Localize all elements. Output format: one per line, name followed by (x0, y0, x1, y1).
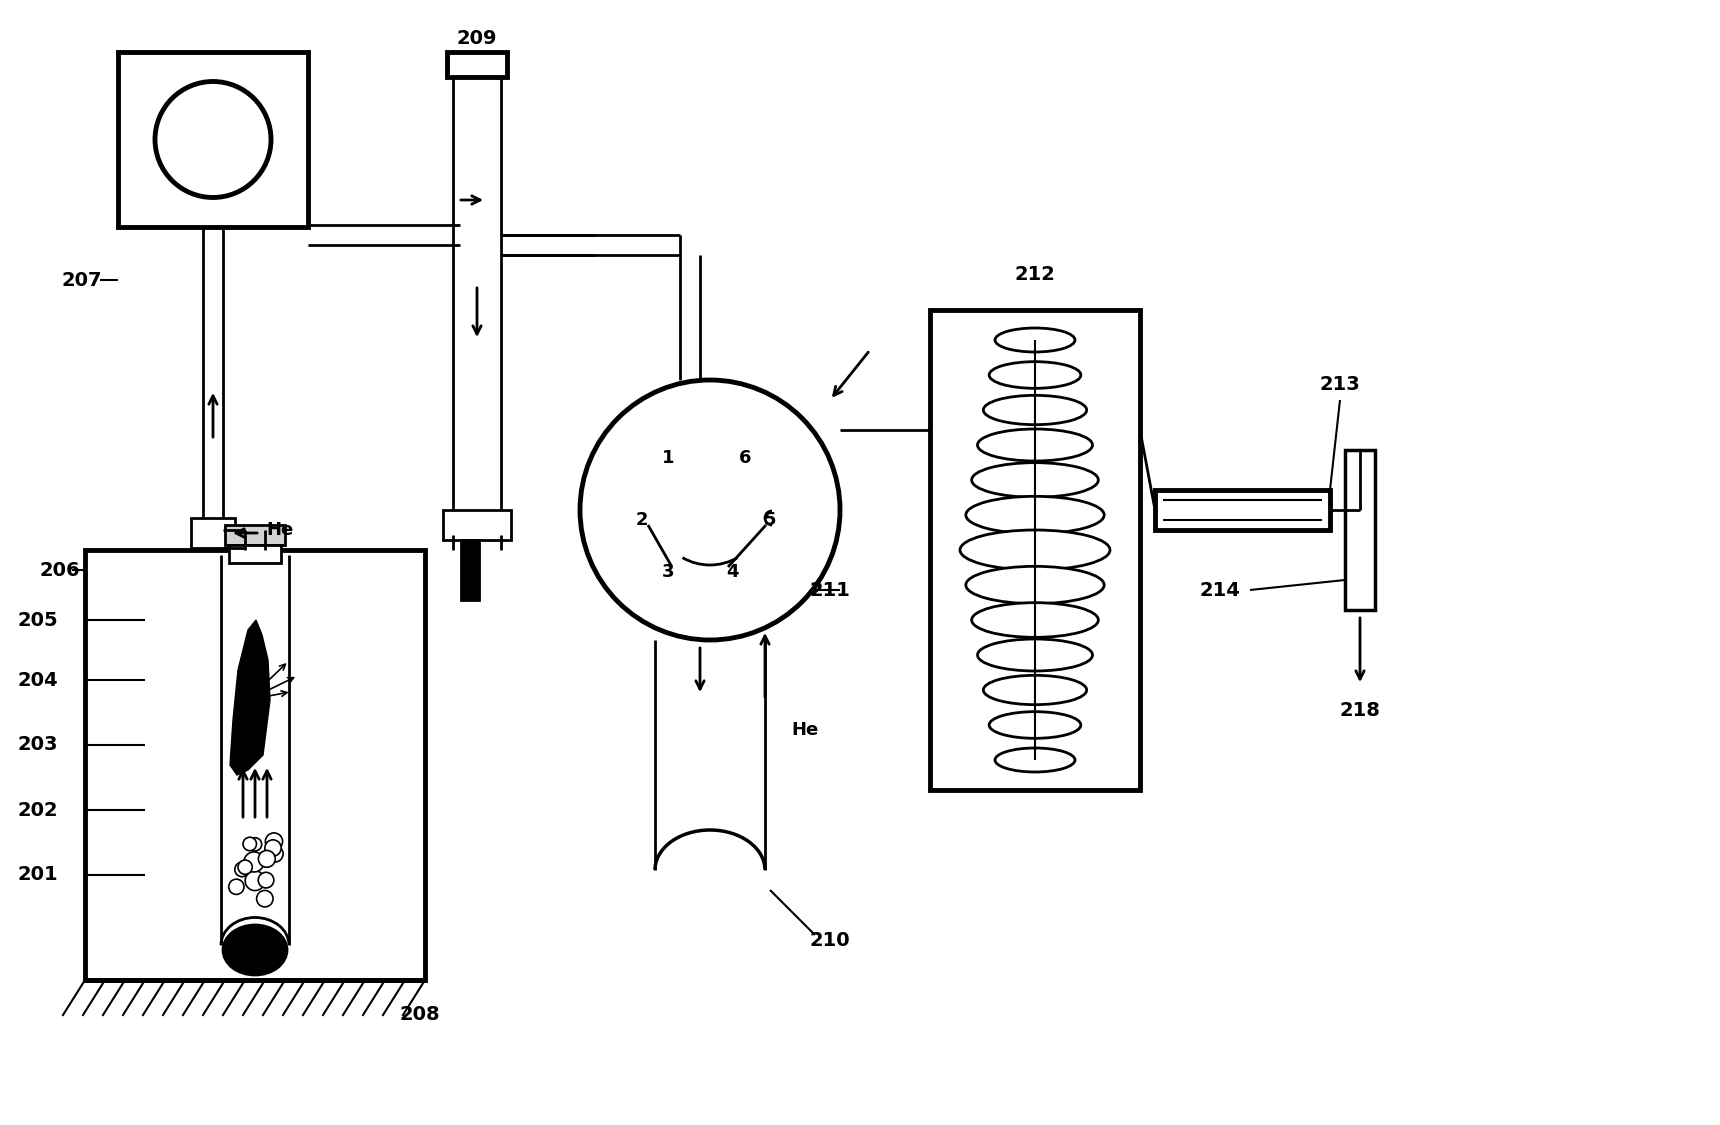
Bar (1156, 490, 1330, 530)
Text: 218: 218 (1340, 701, 1381, 720)
Text: 2: 2 (636, 511, 648, 529)
Circle shape (265, 832, 282, 850)
Text: 5: 5 (764, 511, 776, 529)
Circle shape (580, 380, 839, 640)
Text: 202: 202 (17, 801, 58, 819)
Ellipse shape (972, 462, 1099, 497)
Bar (461, 540, 478, 600)
Circle shape (237, 860, 253, 874)
Ellipse shape (977, 429, 1092, 461)
Bar (447, 52, 507, 76)
Ellipse shape (984, 675, 1087, 704)
Circle shape (243, 837, 256, 850)
Text: 3: 3 (662, 562, 674, 580)
Text: 1: 1 (662, 449, 674, 467)
Ellipse shape (994, 748, 1075, 772)
Bar (119, 52, 308, 227)
Bar (229, 544, 280, 562)
Bar (931, 310, 1140, 790)
Text: He: He (267, 521, 294, 539)
Text: 204: 204 (17, 670, 58, 690)
Ellipse shape (994, 328, 1075, 352)
Circle shape (248, 838, 261, 850)
Text: 208: 208 (399, 1006, 440, 1025)
Text: 6: 6 (740, 449, 752, 467)
Text: 210: 210 (810, 930, 850, 950)
Text: 4: 4 (726, 562, 738, 580)
Ellipse shape (989, 712, 1080, 738)
Text: 201: 201 (17, 865, 58, 884)
Text: 203: 203 (17, 736, 58, 755)
Text: He: He (791, 721, 819, 739)
Circle shape (267, 846, 284, 862)
Text: 206: 206 (40, 560, 81, 579)
Bar (84, 550, 425, 980)
Ellipse shape (984, 395, 1087, 424)
Ellipse shape (967, 566, 1104, 604)
Ellipse shape (967, 496, 1104, 533)
Circle shape (265, 845, 280, 861)
Ellipse shape (977, 639, 1092, 670)
Ellipse shape (989, 361, 1080, 388)
Text: 205: 205 (17, 611, 58, 630)
Circle shape (244, 852, 265, 872)
Circle shape (234, 862, 249, 876)
Bar (225, 525, 286, 544)
Circle shape (246, 871, 265, 891)
Circle shape (229, 879, 244, 894)
Circle shape (258, 872, 273, 888)
Ellipse shape (972, 603, 1099, 638)
Bar (444, 510, 511, 540)
Bar (1345, 450, 1374, 610)
Circle shape (256, 891, 273, 907)
Text: 212: 212 (1015, 266, 1056, 285)
Text: 214: 214 (1199, 580, 1240, 600)
Bar (191, 518, 236, 548)
Ellipse shape (224, 925, 287, 975)
Text: 211: 211 (810, 580, 850, 600)
Circle shape (265, 840, 280, 856)
Circle shape (258, 850, 275, 867)
Circle shape (155, 81, 272, 198)
Text: 209: 209 (458, 28, 497, 47)
Text: 213: 213 (1319, 376, 1361, 395)
Ellipse shape (960, 530, 1109, 570)
Polygon shape (230, 620, 270, 775)
Text: 207: 207 (62, 270, 101, 289)
